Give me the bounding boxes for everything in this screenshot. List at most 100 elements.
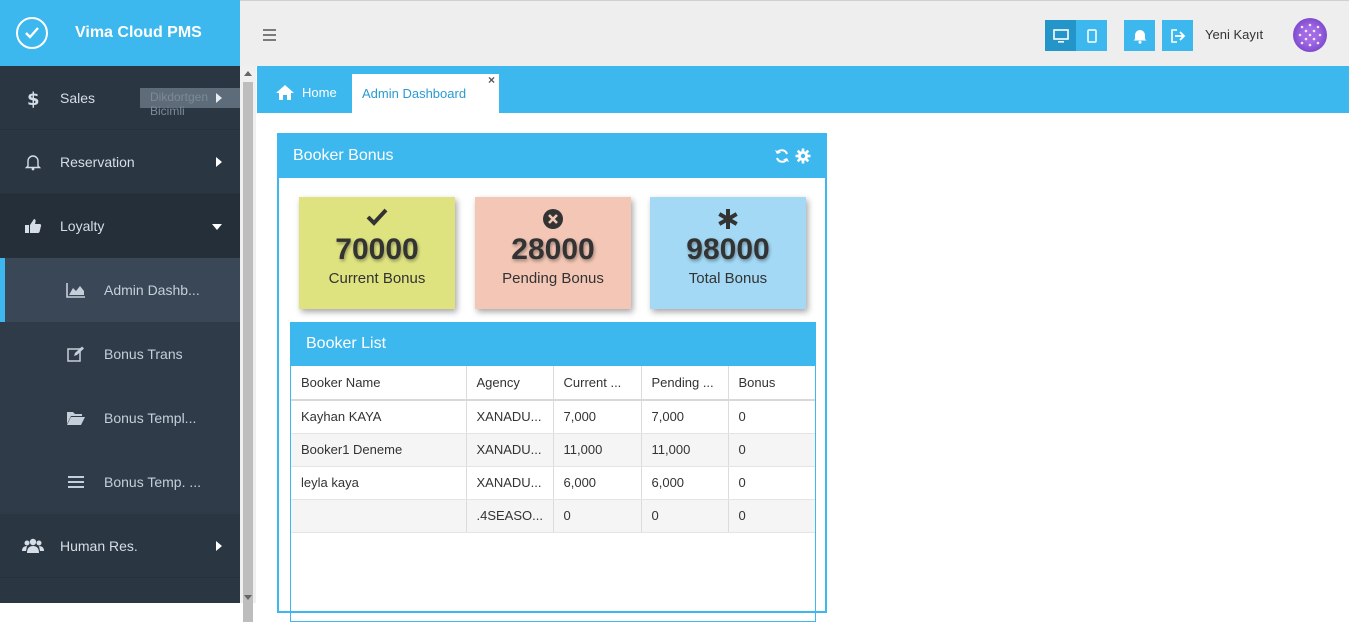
brand-bar: Vima Cloud PMS [0, 0, 240, 66]
table-row[interactable]: .4SEASO... 0 0 0 [291, 499, 815, 533]
sidebar-subitem-admin-dashboard[interactable]: Admin Dashb... [0, 258, 240, 322]
sidebar-subitem-bonus-template[interactable]: Bonus Templ... [0, 386, 240, 450]
sidebar-subitem-label: Admin Dashb... [104, 282, 200, 298]
current-bonus-value: 70000 [335, 233, 419, 266]
sidebar-item-human-res[interactable]: Human Res. [0, 514, 240, 578]
table-row[interactable]: leyla kaya XANADU... 6,000 6,000 0 [291, 466, 815, 500]
table-cell: 7,000 [641, 400, 729, 434]
gear-icon[interactable] [795, 148, 811, 169]
column-header[interactable]: Agency [466, 366, 554, 401]
booker-list: Booker List Booker Name Agency Current .… [290, 322, 816, 622]
tab-admin-dashboard[interactable]: Admin Dashboard × [352, 73, 499, 113]
table-cell: 0 [728, 433, 815, 467]
table-cell: 6,000 [553, 466, 642, 500]
list-icon [65, 475, 87, 489]
booker-list-title: Booker List [291, 323, 815, 366]
tab-home[interactable]: Home [275, 84, 337, 101]
thumbs-up-icon [22, 218, 44, 234]
svg-text:$: $ [27, 89, 40, 108]
sidebar-item-reservation[interactable]: Reservation [0, 130, 240, 194]
mobile-view-button[interactable] [1076, 20, 1107, 51]
check-icon [299, 197, 455, 227]
scroll-up-icon[interactable] [244, 71, 252, 76]
refresh-icon[interactable] [774, 148, 790, 169]
user-name[interactable]: Yeni Kayıt [1205, 27, 1264, 42]
scroll-thumb[interactable] [243, 82, 253, 622]
sidebar-subitem-label: Bonus Templ... [104, 410, 197, 426]
notifications-button[interactable] [1124, 20, 1155, 51]
booker-bonus-panel: Booker Bonus 70000 Current Bonus 28000 P… [277, 133, 827, 622]
app-title: Vima Cloud PMS [75, 24, 202, 41]
booker-table: Booker Name Agency Current ... Pending .… [291, 366, 815, 533]
table-cell: Kayhan KAYA [291, 400, 467, 434]
scroll-down-icon[interactable] [244, 595, 252, 600]
table-cell: 0 [553, 499, 642, 533]
close-icon[interactable]: × [487, 73, 495, 87]
chevron-down-icon [212, 224, 222, 230]
tab-home-label: Home [302, 85, 337, 100]
current-bonus-card: 70000 Current Bonus [299, 197, 455, 309]
sidebar-item-label: Sales [60, 89, 96, 106]
tablet-icon [1086, 28, 1097, 43]
column-header[interactable]: Current ... [553, 366, 642, 401]
table-header-row: Booker Name Agency Current ... Pending .… [291, 366, 815, 401]
sidebar-item-loyalty[interactable]: Loyalty [0, 194, 240, 258]
column-header[interactable]: Bonus [728, 366, 815, 401]
sidebar-subitem-bonus-temp-list[interactable]: Bonus Temp. ... [0, 450, 240, 514]
table-cell: 0 [728, 499, 815, 533]
folder-open-icon [65, 410, 87, 426]
top-header: Yeni Kayıt [240, 0, 1349, 66]
check-circle-logo-icon [16, 17, 48, 49]
panel-header: Booker Bonus [279, 135, 825, 178]
chevron-right-icon [216, 93, 222, 103]
table-cell: leyla kaya [291, 466, 467, 500]
sidebar-subitem-label: Bonus Trans [104, 346, 183, 362]
chevron-right-icon [216, 157, 222, 167]
sidebar-subitem-bonus-trans[interactable]: Bonus Trans [0, 322, 240, 386]
table-cell: 11,000 [553, 433, 642, 467]
home-icon [276, 85, 294, 100]
table-cell: .4SEASO... [466, 499, 554, 533]
total-bonus-card: 98000 Total Bonus [650, 197, 806, 309]
drag-ghost-label: Dikdortgen Bicimli [140, 88, 240, 118]
sidebar-item-sales[interactable]: $ Sales [0, 66, 240, 130]
table-cell [291, 499, 467, 533]
panel-tools [774, 148, 811, 169]
view-toggle-group [1045, 20, 1107, 51]
sidebar-item-label: Loyalty [60, 217, 105, 234]
bell-icon [22, 153, 44, 171]
column-header[interactable]: Booker Name [291, 366, 467, 401]
current-bonus-label: Current Bonus [328, 270, 426, 287]
sidebar-menu: $ Sales Reservation Loyalty Admin Dashb.… [0, 66, 240, 578]
sidebar-scrollbar[interactable] [240, 66, 256, 622]
table-cell: 6,000 [641, 466, 729, 500]
edit-icon [65, 346, 87, 362]
sidebar: Vima Cloud PMS $ Sales Reservation Loyal… [0, 0, 240, 603]
table-cell: XANADU... [466, 400, 554, 434]
table-cell: 7,000 [553, 400, 642, 434]
table-cell: 0 [728, 400, 815, 434]
pending-bonus-value: 28000 [511, 233, 595, 266]
table-row[interactable]: Booker1 Deneme XANADU... 11,000 11,000 0 [291, 433, 815, 467]
total-bonus-value: 98000 [686, 233, 770, 266]
avatar[interactable] [1293, 18, 1327, 52]
column-header[interactable]: Pending ... [641, 366, 729, 401]
tab-admin-dashboard-label: Admin Dashboard [362, 86, 467, 101]
panel-title: Booker Bonus [293, 147, 394, 164]
table-cell: XANADU... [466, 466, 554, 500]
times-circle-icon [475, 197, 631, 229]
total-bonus-label: Total Bonus [688, 270, 768, 287]
dollar-icon: $ [22, 88, 44, 108]
logout-button[interactable] [1162, 20, 1193, 51]
desktop-view-button[interactable] [1045, 20, 1076, 51]
tab-bar: Home Admin Dashboard × [257, 66, 1349, 113]
sidebar-item-label: Human Res. [60, 537, 138, 554]
sidebar-subitem-label: Bonus Temp. ... [104, 474, 202, 490]
asterisk-icon [650, 197, 806, 229]
table-row[interactable]: Kayhan KAYA XANADU... 7,000 7,000 0 [291, 400, 815, 434]
hamburger-menu-icon[interactable] [263, 29, 276, 44]
table-cell: Booker1 Deneme [291, 433, 467, 467]
users-icon [22, 538, 44, 554]
pending-bonus-card: 28000 Pending Bonus [475, 197, 631, 309]
chevron-right-icon [216, 541, 222, 551]
